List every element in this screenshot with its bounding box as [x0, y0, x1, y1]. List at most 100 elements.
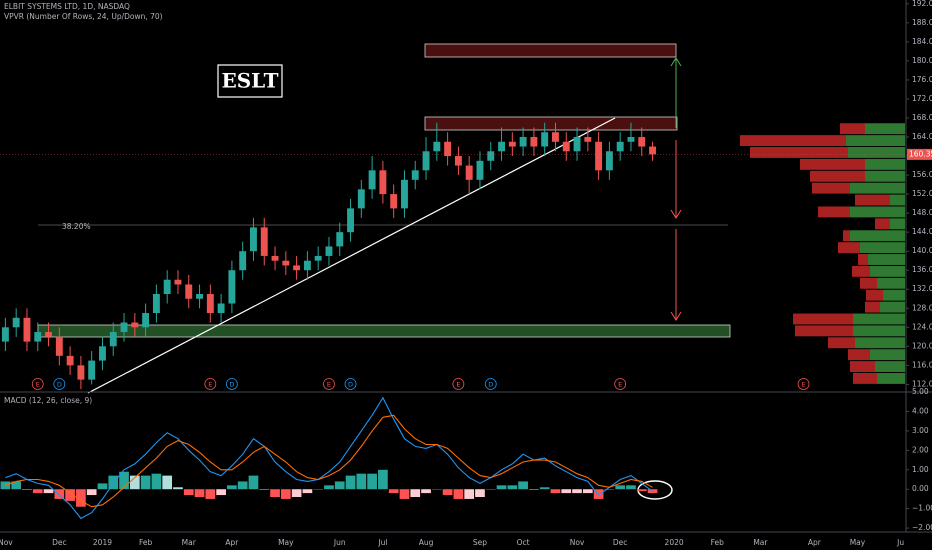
candle-body: [1, 327, 9, 342]
event-label: D: [348, 381, 353, 389]
candle-body: [77, 365, 85, 380]
y-tick-label: 152.00: [912, 189, 932, 198]
histogram-bar: [151, 473, 162, 490]
histogram-bar: [302, 489, 313, 494]
profile-bar: [870, 349, 905, 361]
histogram-bar: [615, 485, 626, 490]
candle-body: [584, 137, 592, 142]
y-tick-label: 184.00: [912, 37, 932, 46]
histogram-bar: [496, 485, 507, 490]
candle-body: [260, 227, 268, 256]
indicator-title: VPVR (Number Of Rows, 24, Up/Down, 70): [4, 12, 163, 21]
candle-body: [595, 141, 603, 171]
candle-body: [433, 141, 441, 152]
profile-bar: [853, 313, 905, 325]
histogram-bar: [65, 489, 75, 501]
candle-body: [314, 255, 322, 261]
candle-body: [152, 294, 160, 314]
histogram-bar: [507, 485, 518, 490]
candle-body: [487, 151, 495, 161]
y-tick-label: 180.00: [912, 56, 932, 65]
candle-body: [390, 194, 398, 209]
profile-bar: [860, 242, 905, 254]
candle-body: [530, 137, 538, 147]
y-tick-label: 124.00: [912, 322, 932, 331]
event-label: D: [57, 381, 62, 389]
histogram-bar: [636, 489, 647, 492]
profile-bar: [793, 313, 853, 325]
x-tick-label: May: [850, 538, 866, 547]
candle-body: [552, 132, 559, 142]
histogram-bar: [129, 475, 140, 490]
histogram-bar: [604, 489, 615, 490]
profile-bar: [877, 277, 905, 289]
candle-body: [401, 179, 408, 209]
y-tick-label: 2.00: [912, 445, 929, 454]
y-tick-label: 136.00: [912, 265, 932, 274]
profile-bar: [850, 206, 905, 218]
profile-bar: [865, 170, 905, 182]
y-tick-label: 3.00: [912, 426, 929, 435]
histogram-bar: [313, 489, 324, 490]
last-price-box: [907, 148, 932, 160]
macd-line: [5, 396, 653, 520]
x-tick-label: May: [278, 538, 294, 547]
histogram-bar: [248, 475, 259, 490]
candle-body: [325, 246, 333, 256]
profile-bar: [848, 349, 870, 361]
candle-body: [282, 260, 290, 266]
histogram-bar: [237, 481, 248, 490]
event-label: E: [801, 381, 805, 389]
candle-body: [174, 279, 182, 285]
event-marker: [797, 378, 810, 390]
histogram-bar: [410, 489, 421, 497]
x-tick-label: Jun: [333, 538, 346, 547]
x-tick-label: Feb: [139, 538, 153, 547]
up-arrow: [670, 57, 682, 128]
histogram-bar: [464, 489, 475, 499]
event-label: E: [456, 381, 460, 389]
histogram-bar: [539, 487, 550, 490]
candle-body: [562, 141, 570, 152]
y-tick-label: 148.00: [912, 208, 932, 217]
histogram-bar: [378, 469, 388, 490]
profile-bar: [875, 361, 905, 372]
x-tick-label: Aug: [419, 538, 434, 547]
x-tick-label: Apr: [225, 538, 239, 547]
histogram-bar: [442, 489, 453, 496]
y-tick-label: 128.00: [912, 303, 932, 312]
candle-body: [347, 208, 354, 233]
profile-bar: [880, 301, 905, 313]
candle-body: [23, 317, 31, 342]
candle-body: [217, 303, 225, 314]
event-label: D: [229, 381, 234, 389]
histogram-bar: [388, 489, 399, 494]
candle-body: [163, 279, 171, 294]
event-marker: [53, 378, 66, 390]
profile-bar: [812, 182, 850, 194]
event-label: E: [208, 381, 212, 389]
candle-body: [185, 284, 193, 299]
histogram-bar: [431, 489, 442, 490]
candle-body: [228, 270, 236, 304]
candle-body: [498, 141, 505, 152]
histogram-bar: [205, 489, 216, 499]
candle-body: [12, 317, 20, 328]
histogram-bar: [529, 489, 539, 490]
histogram-bar: [593, 489, 604, 499]
resistance-zone: [424, 116, 678, 131]
symbol-label: ESLT: [221, 69, 278, 93]
candle-body: [541, 132, 549, 147]
candle-body: [250, 227, 257, 252]
profile-bar: [800, 158, 865, 170]
histogram-bar: [259, 489, 270, 490]
y-tick-label: 112.00: [912, 379, 932, 388]
histogram-bar: [43, 489, 54, 494]
x-tick-label: Dec: [613, 538, 628, 547]
chart-title: ELBIT SYSTEMS LTD, 1D, NASDAQ: [4, 2, 130, 11]
histogram-bar: [76, 489, 86, 507]
profile-bar: [875, 218, 890, 230]
y-tick-label: −1.00: [912, 504, 932, 513]
event-marker: [323, 378, 335, 390]
profile-bar: [865, 158, 905, 170]
